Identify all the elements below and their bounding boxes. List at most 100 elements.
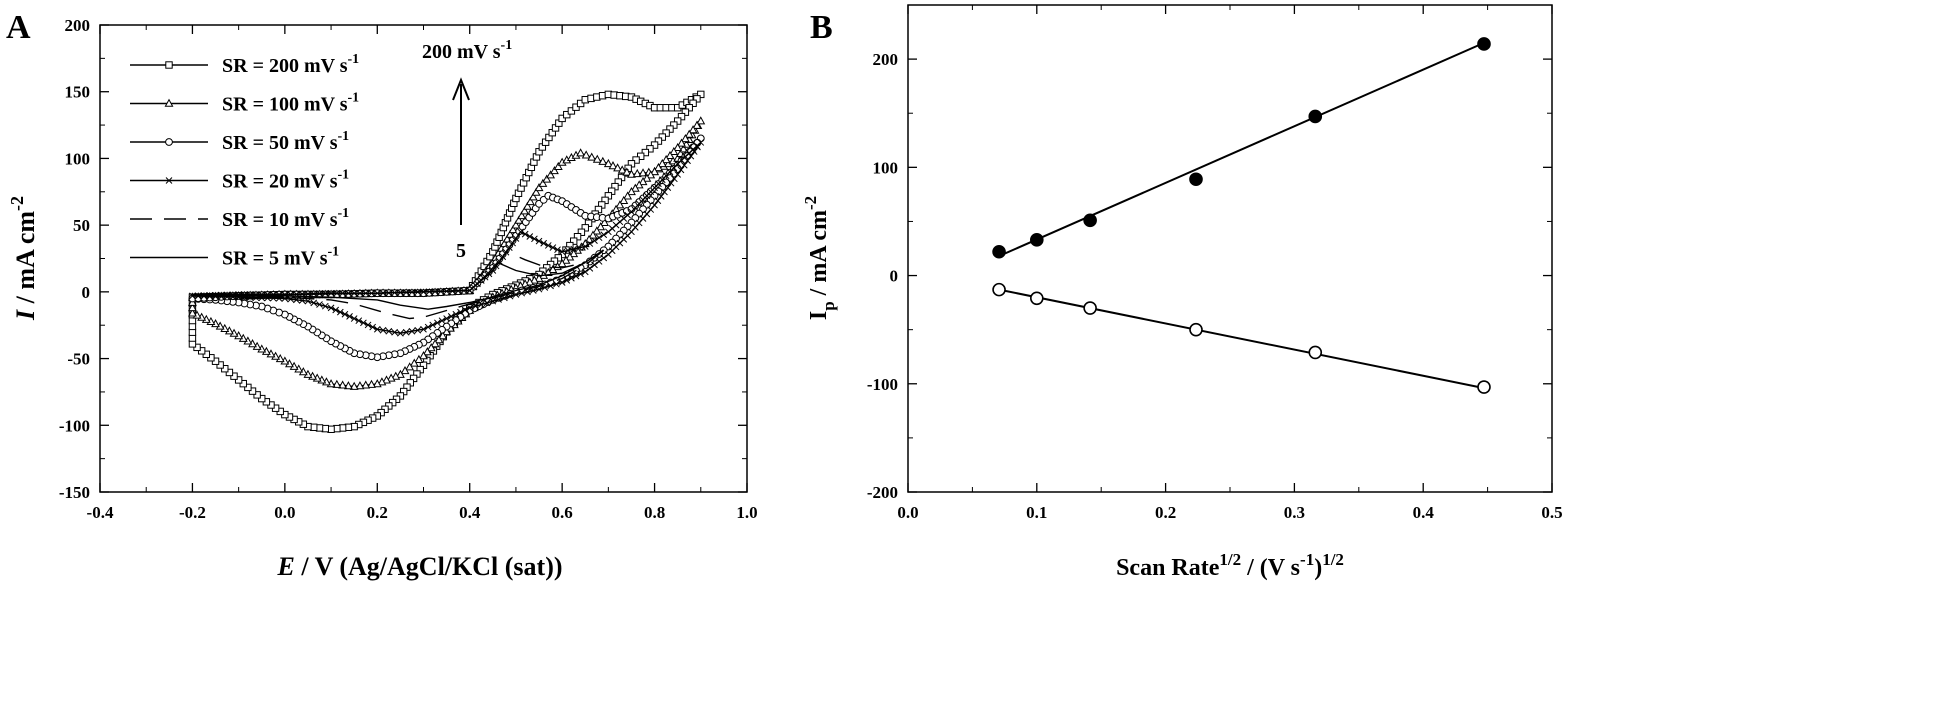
cv-marker-20mv [680, 161, 688, 169]
cv-marker-20mv [570, 245, 578, 253]
cathodic-point [1308, 345, 1323, 360]
cv-marker-100mv [632, 168, 642, 178]
cv-marker-200mv [632, 156, 640, 164]
cv-marker-200mv [258, 394, 266, 403]
cv-marker-20mv [572, 272, 580, 280]
cv-marker-20mv [424, 323, 432, 331]
cv-marker-100mv [615, 200, 625, 209]
legend-item-5mv: SR = 5 mV s-1 [130, 245, 339, 270]
cv-marker-20mv [505, 244, 513, 251]
cv-marker-200mv [697, 90, 705, 99]
cv-marker-100mv [187, 303, 197, 312]
cv-marker-200mv [221, 365, 229, 373]
cv-marker-100mv [409, 358, 419, 367]
cv-marker-100mv [661, 154, 671, 164]
cv-marker-20mv [350, 315, 358, 322]
cv-marker-100mv [534, 182, 544, 192]
cv-marker-100mv [548, 264, 558, 274]
panel-a-curves [187, 90, 706, 433]
cv-marker-100mv [414, 354, 424, 363]
cv-marker-20mv [408, 327, 416, 335]
cv-marker-200mv [253, 391, 261, 399]
cv-marker-20mv [355, 317, 363, 325]
panel-a-legend: SR = 200 mV s-1 SR = 100 mV s-1 SR = 50 mV… [130, 52, 359, 270]
cv-marker-200mv [581, 224, 589, 232]
arrow-top-label: 200 mV s-1 [422, 38, 512, 63]
panel-a-plot-frame [99, 24, 748, 493]
cv-marker-100mv [422, 347, 432, 356]
cv-marker-100mv [653, 162, 663, 172]
cv-marker-20mv [434, 319, 441, 327]
cv-marker-200mv [569, 237, 578, 245]
cv-marker-200mv [662, 129, 670, 137]
cv-marker-100mv [657, 158, 667, 168]
cv-marker-100mv [623, 191, 633, 200]
cv-marker-20mv [654, 197, 662, 205]
cv-marker-20mv [697, 139, 705, 146]
panel-b-axes: 0.0 0.1 0.2 0.3 0.4 0.5 -200 -100 0 100 200 [867, 4, 1563, 522]
cv-marker-20mv [518, 289, 526, 297]
panel-a-y-tick-label: 0 [82, 283, 91, 302]
cv-marker-100mv [688, 125, 698, 134]
cv-marker-20mv [489, 267, 497, 274]
cv-marker-100mv [677, 138, 686, 147]
cv-marker-20mv [346, 313, 353, 320]
cv-marker-100mv [514, 215, 524, 224]
cv-marker-100mv [525, 277, 535, 286]
cv-marker-100mv [557, 258, 567, 268]
cv-marker-100mv [332, 379, 342, 388]
cv-marker-100mv [646, 170, 656, 179]
cv-marker-100mv [673, 142, 683, 152]
cv-marker-20mv [600, 231, 608, 239]
cv-marker-20mv [477, 301, 485, 308]
cv-marker-20mv [531, 235, 538, 243]
cv-marker-20mv [321, 302, 329, 310]
cv-marker-100mv [600, 217, 609, 226]
legend-label: SR = 10 mV s-1 [222, 206, 349, 231]
cv-marker-20mv [429, 321, 437, 329]
cv-marker-100mv [680, 134, 690, 143]
cv-marker-20mv [452, 310, 460, 318]
cv-marker-20mv [595, 258, 603, 265]
cv-marker-100mv [542, 174, 552, 183]
cv-marker-100mv [382, 375, 391, 384]
cv-marker-20mv [489, 297, 497, 305]
anodic-point [1477, 37, 1491, 51]
legend-item-200mv: SR = 200 mV s-1 [130, 52, 359, 77]
cv-marker-100mv [576, 148, 586, 157]
cv-marker-100mv [627, 186, 636, 196]
cv-marker-100mv [531, 187, 541, 196]
cv-marker-100mv [650, 166, 660, 176]
cv-marker-200mv [248, 387, 257, 395]
cv-marker-200mv [646, 145, 654, 153]
panel-a-y-tick-label: -100 [59, 416, 90, 435]
panel-b-x-tick-label: 0.1 [1026, 503, 1047, 522]
cv-marker-200mv [572, 103, 580, 111]
panel-a-y-tick-label: -150 [59, 483, 90, 502]
cv-marker-20mv [466, 304, 474, 312]
cv-marker-20mv [512, 291, 520, 298]
cv-marker-100mv [355, 381, 365, 390]
cv-marker-20mv [369, 323, 377, 331]
cv-marker-100mv [343, 381, 353, 390]
cv-marker-200mv [670, 121, 678, 129]
cv-marker-20mv [674, 171, 682, 178]
cv-marker-20mv [687, 152, 695, 160]
panel-a-x-tick-label: 0.6 [552, 503, 573, 522]
cv-marker-200mv [234, 376, 243, 384]
cv-marker-100mv [367, 379, 376, 388]
cv-marker-20mv [443, 315, 450, 322]
cv-marker-200mv [641, 148, 650, 157]
cv-marker-200mv [681, 108, 690, 116]
cv-marker-100mv [622, 167, 632, 176]
cv-marker-20mv [661, 188, 668, 196]
cv-marker-20mv [509, 239, 516, 247]
cv-marker-20mv [385, 327, 393, 335]
cv-marker-100mv [598, 156, 608, 165]
cv-marker-20mv [664, 184, 672, 191]
cv-marker-100mv [395, 369, 405, 378]
legend-marker [165, 138, 173, 146]
panel-a-x-axis-title: E / V (Ag/AgCl/KCl (sat)) [276, 552, 562, 581]
cv-marker-20mv [402, 328, 410, 336]
panel-a-y-tick-label: 150 [65, 83, 91, 102]
